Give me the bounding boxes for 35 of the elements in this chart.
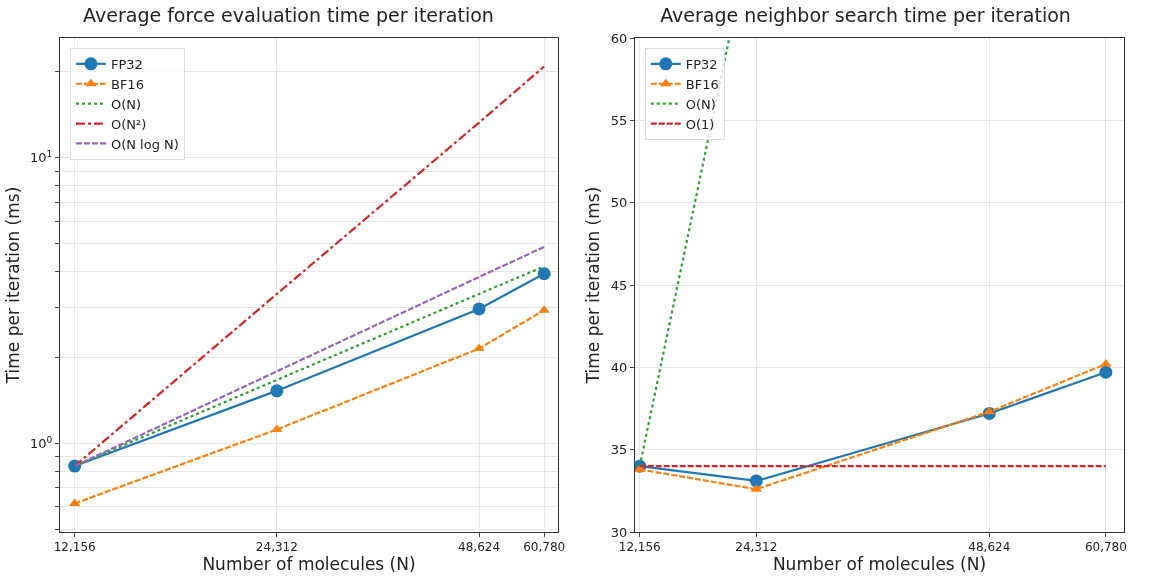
y-axis-title: Time per iteration (ms) xyxy=(583,186,604,385)
x-axis-title: Number of molecules (N) xyxy=(772,554,987,575)
chart-title: Average neighbor search time per iteration xyxy=(660,4,1071,27)
x-tick-label: 60,780 xyxy=(523,540,566,555)
y-axis-title: Time per iteration (ms) xyxy=(2,186,23,385)
y-tick-label: 50 xyxy=(610,195,628,211)
x-tick-label: 12,156 xyxy=(618,540,661,555)
legend-label: BF16 xyxy=(110,76,144,92)
y-tick-label: 10$^{1}$ xyxy=(30,149,53,166)
x-tick-label: 48,624 xyxy=(968,540,1011,555)
point xyxy=(635,464,646,472)
legend-label: FP32 xyxy=(685,56,718,72)
legend-label: O(N²) xyxy=(110,116,147,132)
y-tick-label: 60 xyxy=(610,30,628,46)
y-tick-label: 40 xyxy=(610,359,628,375)
legend-label: O(N) xyxy=(685,96,716,112)
y-tick-label: 55 xyxy=(610,112,628,128)
x-axis-title: Number of molecules (N) xyxy=(202,554,416,575)
legend-label: O(1) xyxy=(685,116,715,132)
x-tick-label: 24,312 xyxy=(735,540,778,555)
y-tick-label: 10$^{0}$ xyxy=(30,434,53,452)
x-tick-label: 60,780 xyxy=(1084,540,1127,555)
legend-label: BF16 xyxy=(685,76,719,92)
legend-label: O(N) xyxy=(110,96,142,112)
point xyxy=(749,474,763,488)
y-tick-label: 45 xyxy=(610,277,628,293)
chart-title: Average force evaluation time per iteration xyxy=(83,4,494,27)
x-tick-label: 48,624 xyxy=(458,540,501,555)
legend-label: FP32 xyxy=(110,56,143,72)
x-tick-label: 12,156 xyxy=(53,540,96,555)
y-tick-label: 30 xyxy=(610,524,628,540)
y-tick-label: 35 xyxy=(610,442,628,458)
x-tick-label: 24,312 xyxy=(255,540,298,555)
legend-label: O(N log N) xyxy=(110,136,179,152)
point xyxy=(1099,365,1113,379)
